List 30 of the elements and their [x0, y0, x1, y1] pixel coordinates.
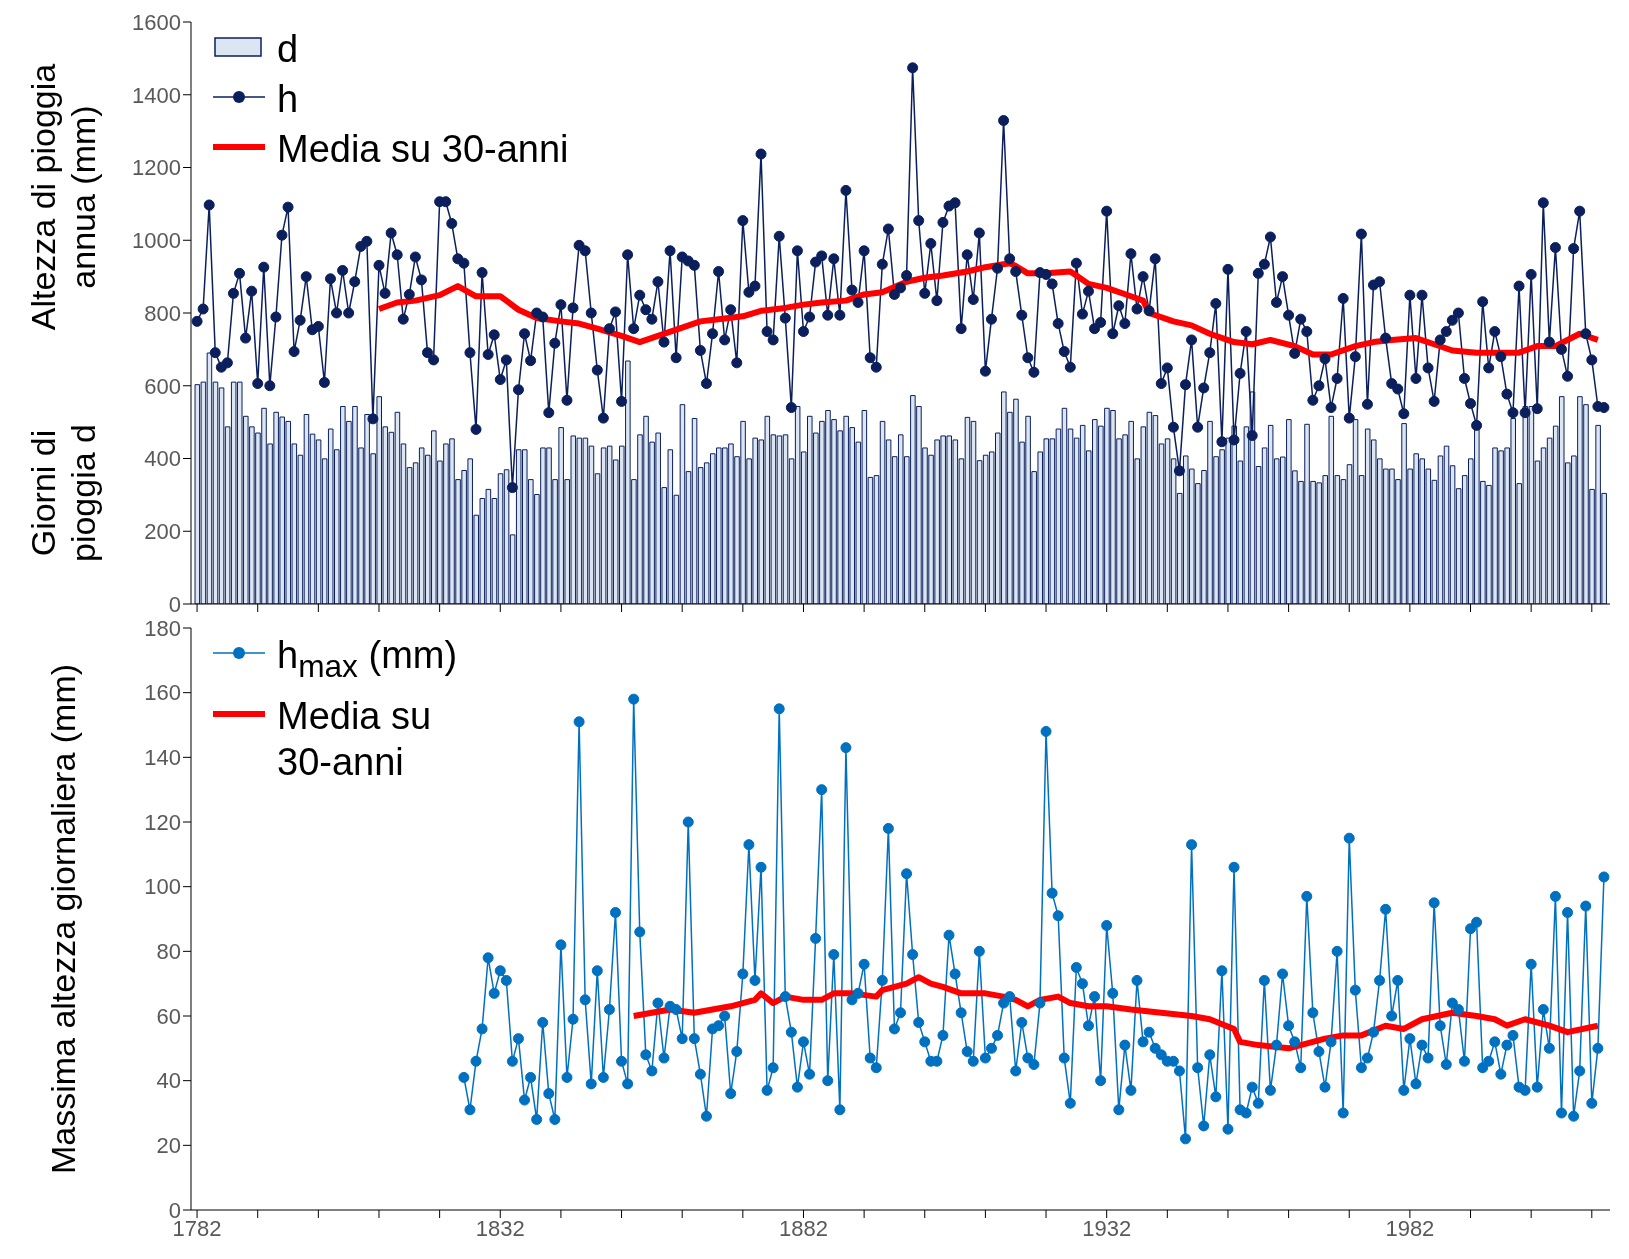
y-tick-label: 20: [156, 1133, 181, 1159]
y-tick-label: 1000: [132, 228, 181, 254]
y-tick-label: 100: [144, 874, 181, 900]
x-tick-label: 1932: [1082, 1215, 1132, 1241]
x-tick-label: 1832: [475, 1215, 525, 1241]
text: Giorni di pioggia d: [23, 423, 103, 565]
y-tick-label: 120: [144, 809, 181, 835]
y-tick-label: 1400: [132, 82, 181, 108]
y-tick-label: 140: [144, 745, 181, 771]
y-tick-label: 60: [156, 1003, 181, 1029]
x-tick-label: 1882: [779, 1215, 828, 1241]
y-tick-label: 200: [144, 519, 181, 545]
y-tick-label: 1200: [132, 155, 181, 181]
legend-label: d: [277, 27, 299, 72]
legend-label: h$_{max}$ (mm): [277, 633, 458, 686]
y-tick-label: 800: [144, 300, 181, 326]
y-tick-label: 40: [156, 1068, 181, 1094]
y-tick-label: 80: [156, 939, 181, 965]
y-tick-label: 600: [144, 373, 181, 399]
y-tick-label: 160: [144, 680, 181, 706]
legend-label: h: [277, 77, 299, 122]
y-tick-label: 400: [144, 446, 181, 472]
y-tick-label: 180: [144, 615, 181, 641]
y-axis-title: Altezza di pioggia annua (mm): [23, 62, 103, 332]
y-axis-title: Massima altezza giornaliera (mm): [43, 662, 83, 1177]
y-tick-label: 1600: [132, 9, 181, 35]
y-tick-label: 0: [168, 591, 181, 617]
legend-label: Media su 30-anni: [277, 693, 433, 785]
legend-label: Media su 30-anni: [277, 127, 569, 172]
x-tick-label: 1982: [1385, 1215, 1435, 1241]
